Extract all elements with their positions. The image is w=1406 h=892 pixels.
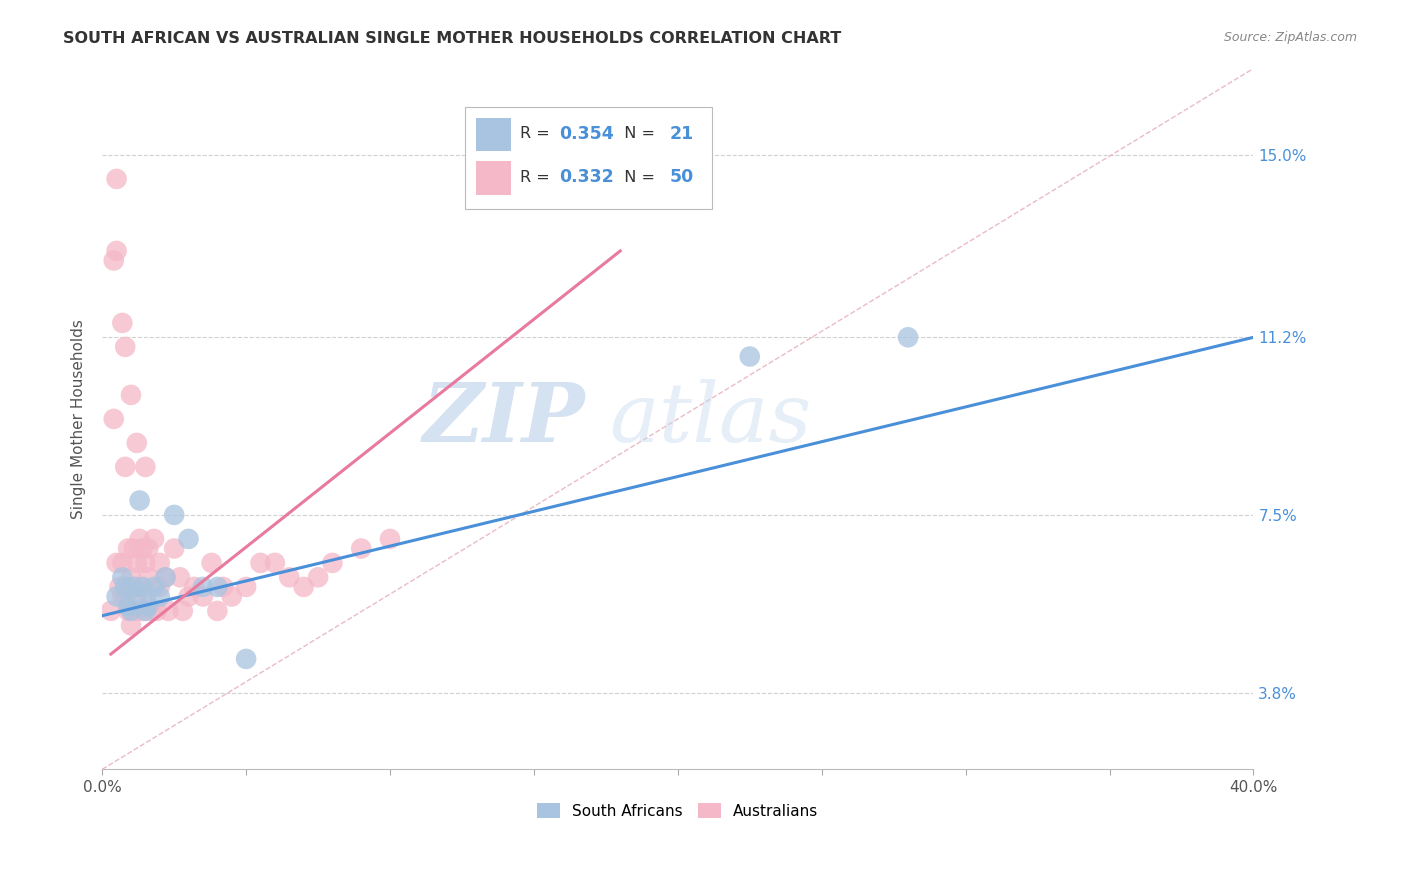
Point (321, 556, 343, 570)
Point (200, 556, 222, 570)
Point (103, 412, 125, 426)
Point (114, 459, 136, 474)
Point (897, 330, 920, 344)
Point (134, 590, 156, 604)
Point (136, 570, 159, 584)
Point (114, 590, 136, 604)
Point (378, 532, 401, 546)
Point (122, 580, 145, 594)
Point (143, 532, 166, 546)
Point (136, 541, 159, 556)
Text: R =: R = (520, 169, 555, 185)
Text: 0.332: 0.332 (560, 168, 614, 186)
Point (131, 541, 153, 556)
Point (120, 570, 142, 584)
Point (221, 590, 243, 604)
Point (235, 652, 257, 666)
FancyBboxPatch shape (477, 118, 510, 152)
Point (128, 580, 150, 594)
Point (105, 590, 128, 604)
Point (128, 532, 150, 546)
Point (134, 604, 156, 618)
Point (108, 580, 131, 594)
Point (120, 388, 142, 402)
Point (143, 580, 166, 594)
Point (128, 493, 150, 508)
Point (212, 580, 235, 594)
Point (207, 580, 229, 594)
Point (177, 590, 200, 604)
Point (249, 556, 271, 570)
Point (125, 604, 148, 618)
Point (278, 570, 301, 584)
Point (125, 556, 148, 570)
Point (122, 580, 145, 594)
Point (149, 590, 172, 604)
Point (105, 172, 128, 186)
Point (191, 580, 214, 594)
Point (163, 508, 186, 522)
Point (738, 350, 761, 364)
Point (120, 618, 142, 632)
Point (172, 604, 194, 618)
Point (149, 556, 172, 570)
Y-axis label: Single Mother Households: Single Mother Households (72, 319, 86, 519)
Point (111, 570, 134, 584)
Point (120, 604, 142, 618)
Text: N =: N = (614, 169, 661, 185)
Point (307, 570, 329, 584)
Point (146, 604, 169, 618)
Text: 21: 21 (669, 125, 695, 143)
Point (155, 570, 177, 584)
Point (235, 580, 257, 594)
Legend: South Africans, Australians: South Africans, Australians (531, 797, 825, 825)
Text: 50: 50 (669, 168, 695, 186)
Point (131, 580, 153, 594)
Point (183, 580, 205, 594)
Point (136, 599, 159, 613)
Point (350, 541, 373, 556)
Point (139, 604, 162, 618)
Point (131, 604, 153, 618)
Point (149, 580, 172, 594)
Point (163, 541, 186, 556)
Point (157, 604, 180, 618)
Point (100, 604, 122, 618)
Point (177, 532, 200, 546)
Point (292, 580, 315, 594)
Text: R =: R = (520, 126, 555, 141)
Point (105, 556, 128, 570)
Point (103, 253, 125, 268)
Point (117, 604, 139, 618)
Point (134, 459, 156, 474)
Text: 0.354: 0.354 (560, 125, 614, 143)
Point (111, 316, 134, 330)
FancyBboxPatch shape (477, 161, 510, 194)
Point (117, 541, 139, 556)
Point (111, 590, 134, 604)
Point (134, 556, 156, 570)
FancyBboxPatch shape (465, 107, 713, 209)
Point (114, 340, 136, 354)
Text: atlas: atlas (609, 379, 811, 458)
Text: SOUTH AFRICAN VS AUSTRALIAN SINGLE MOTHER HOUSEHOLDS CORRELATION CHART: SOUTH AFRICAN VS AUSTRALIAN SINGLE MOTHE… (63, 31, 842, 46)
Text: ZIP: ZIP (423, 379, 586, 458)
Point (125, 590, 148, 604)
Text: N =: N = (614, 126, 661, 141)
Text: Source: ZipAtlas.com: Source: ZipAtlas.com (1223, 31, 1357, 45)
Point (114, 580, 136, 594)
Point (264, 556, 287, 570)
Point (105, 244, 128, 258)
Point (155, 570, 177, 584)
Point (111, 556, 134, 570)
Point (191, 590, 214, 604)
Point (207, 604, 229, 618)
Point (169, 570, 191, 584)
Point (122, 541, 145, 556)
Point (125, 436, 148, 450)
Point (117, 599, 139, 613)
